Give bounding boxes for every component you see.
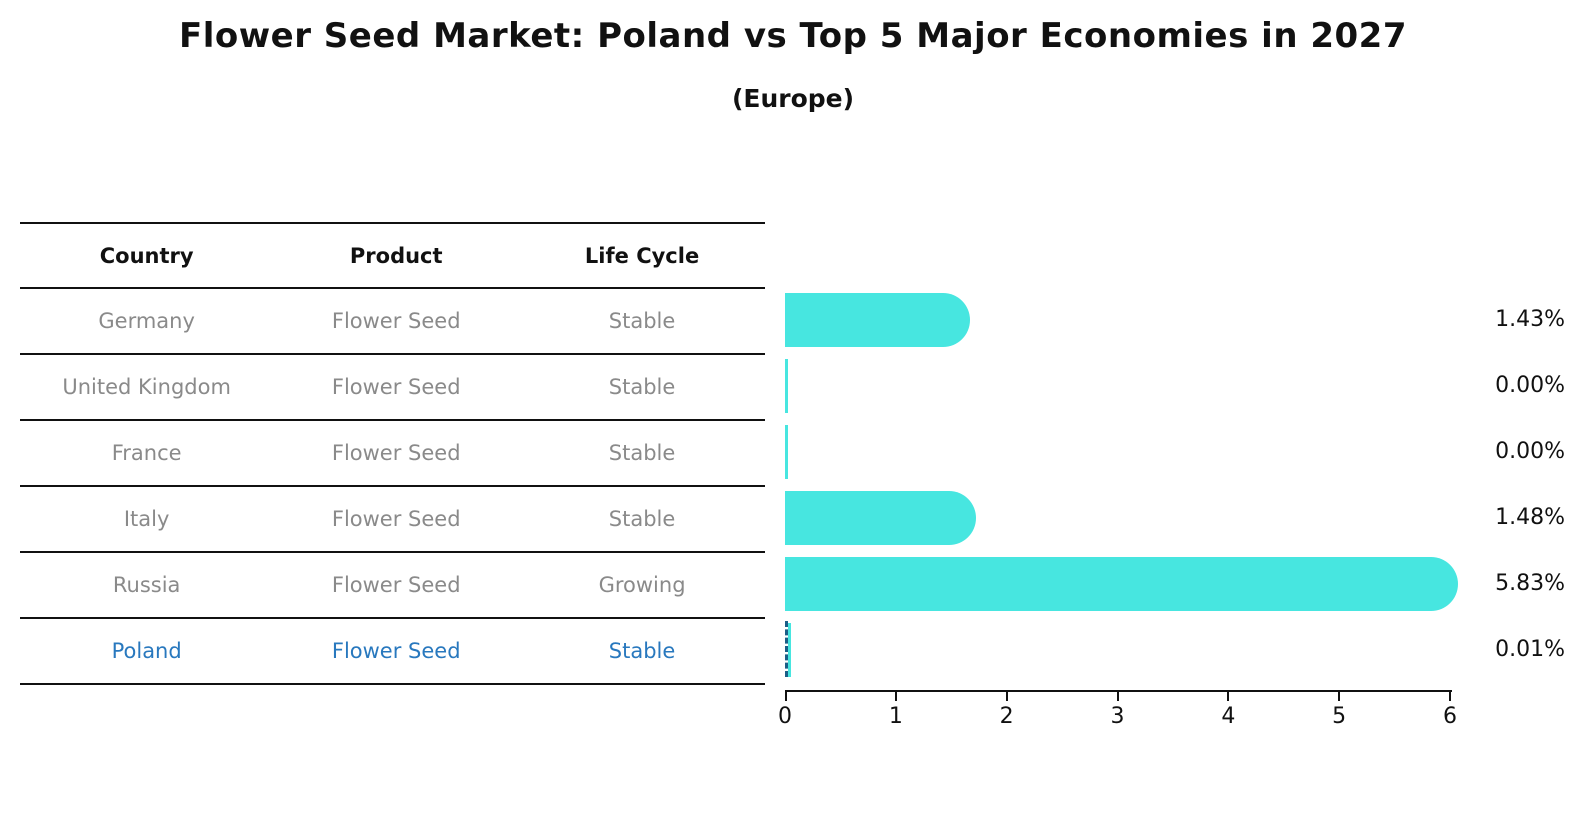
value-label-russia: 5.83%: [1495, 571, 1565, 596]
x-axis-tick-label: 1: [888, 704, 903, 729]
column-header-product: Product: [349, 243, 443, 268]
product-cell: Flower Seed: [331, 573, 461, 597]
column-header-country: Country: [99, 243, 194, 268]
table-row-russia: Russia Flower Seed Growing: [20, 553, 765, 619]
table-header-row: Country Product Life Cycle: [20, 224, 765, 289]
chart-subtitle: (Europe): [731, 84, 855, 113]
life-cycle-cell: Growing: [598, 573, 686, 597]
country-cell: Russia: [112, 573, 181, 597]
x-axis: 0 1 2 3 4 5 6: [778, 690, 1457, 740]
life-cycle-cell: Stable: [608, 639, 676, 663]
country-cell: Italy: [123, 507, 170, 531]
country-cell: United Kingdom: [62, 375, 231, 399]
life-cycle-cell: Stable: [608, 441, 676, 465]
x-axis-tick: [894, 692, 897, 701]
x-axis-tick-label: 4: [1221, 704, 1236, 729]
country-cell: Germany: [98, 309, 195, 333]
country-cell: Poland: [111, 639, 182, 663]
x-axis-tick-label: 3: [1110, 704, 1125, 729]
product-cell: Flower Seed: [331, 639, 461, 663]
life-cycle-cell: Stable: [608, 309, 676, 333]
column-header-life-cycle: Life Cycle: [584, 243, 700, 268]
value-label-germany: 1.43%: [1495, 307, 1565, 332]
value-label-italy: 1.48%: [1495, 505, 1565, 530]
plot-area: 1.43% 0.00% 0.00% 1.48% 5.83% 0.01%: [785, 287, 1586, 683]
x-axis-tick: [1116, 692, 1119, 701]
bar-france: [785, 425, 788, 479]
product-cell: Flower Seed: [331, 309, 461, 333]
poland-highlight-marker: [785, 621, 788, 677]
value-label-poland: 0.01%: [1495, 637, 1565, 662]
value-label-united-kingdom: 0.00%: [1495, 373, 1565, 398]
x-axis-tick-label: 2: [999, 704, 1014, 729]
x-axis-tick-label: 5: [1332, 704, 1347, 729]
x-axis-tick: [1227, 692, 1230, 701]
chart-title: Flower Seed Market: Poland vs Top 5 Majo…: [178, 16, 1408, 56]
table-row-germany: Germany Flower Seed Stable: [20, 289, 765, 355]
life-cycle-cell: Stable: [608, 375, 676, 399]
table-row-france: France Flower Seed Stable: [20, 421, 765, 487]
product-cell: Flower Seed: [331, 375, 461, 399]
x-axis-tick-label: 6: [1443, 704, 1457, 729]
bar-poland: [788, 623, 791, 677]
bar-italy: [785, 491, 977, 545]
country-cell: France: [111, 441, 182, 465]
bar-germany: [785, 293, 971, 347]
table-row-united-kingdom: United Kingdom Flower Seed Stable: [20, 355, 765, 421]
product-cell: Flower Seed: [331, 507, 461, 531]
table-row-poland: Poland Flower Seed Stable: [20, 619, 765, 685]
x-axis-tick: [1005, 692, 1008, 701]
x-axis-tick-label: 0: [778, 704, 792, 729]
bar-united-kingdom: [785, 359, 788, 413]
product-cell: Flower Seed: [331, 441, 461, 465]
x-axis-tick: [1338, 692, 1341, 701]
life-cycle-cell: Stable: [608, 507, 676, 531]
country-table: Country Product Life Cycle Germany Flowe…: [20, 222, 765, 685]
table-row-italy: Italy Flower Seed Stable: [20, 487, 765, 553]
x-axis-tick: [1449, 692, 1451, 701]
bar-russia: [785, 557, 1459, 611]
value-label-france: 0.00%: [1495, 439, 1565, 464]
x-axis-tick: [785, 692, 787, 701]
